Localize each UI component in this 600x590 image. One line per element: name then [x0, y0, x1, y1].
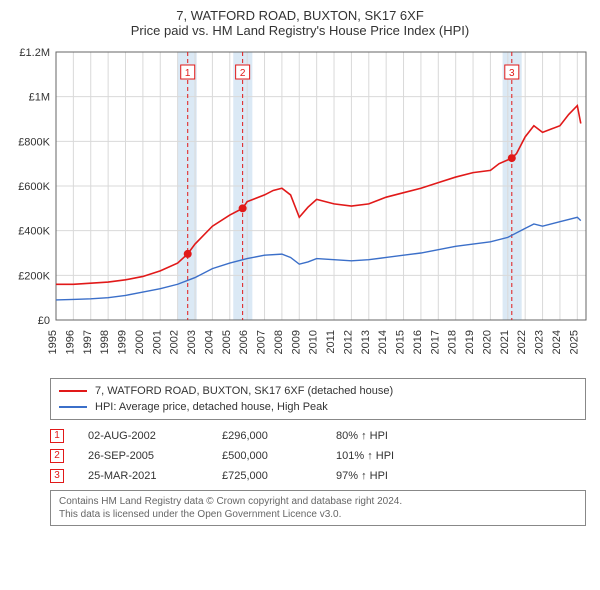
legend-swatch: [59, 406, 87, 408]
x-tick-label: 2001: [151, 330, 163, 354]
chart-plot-area: £0 £200K £400K £600K £800K £1M £1.2M 1995 1996 19…: [6, 42, 594, 372]
legend-label: HPI: Average price, detached house, High…: [95, 401, 328, 413]
events-table: 1 02-AUG-2002 £296,000 80% ↑ HPI 2 26-SEP-200…: [50, 426, 586, 486]
x-tick-label: 1999: [117, 330, 129, 354]
event-pct: 101% ↑ HPI: [336, 450, 426, 462]
event-marker-badge: 2: [240, 68, 246, 79]
event-price: £500,000: [222, 450, 312, 462]
x-tick-label: 2002: [169, 330, 181, 354]
event-date: 26-SEP-2005: [88, 450, 198, 462]
event-marker-badge: 3: [509, 68, 515, 79]
x-tick-label: 1998: [99, 330, 111, 354]
event-price: £725,000: [222, 470, 312, 482]
event-marker-badge: 1: [185, 68, 191, 79]
x-tick-label: 2011: [325, 330, 337, 354]
x-tick-label: 2010: [308, 330, 320, 354]
x-tick-label: 2006: [238, 330, 250, 354]
legend-row: 7, WATFORD ROAD, BUXTON, SK17 6XF (detac…: [59, 383, 577, 399]
y-tick-label: £1M: [29, 92, 50, 104]
x-tick-label: 2021: [499, 330, 511, 354]
x-tick-label: 2023: [534, 330, 546, 354]
y-tick-label: £600K: [18, 181, 50, 193]
legend-swatch: [59, 390, 87, 392]
y-tick-label: £1.2M: [19, 47, 50, 59]
x-tick-label: 2012: [342, 330, 354, 354]
x-tick-label: 1996: [64, 330, 76, 354]
event-pct: 97% ↑ HPI: [336, 470, 426, 482]
x-tick-label: 2000: [134, 330, 146, 354]
footer-line-2: This data is licensed under the Open Gov…: [59, 508, 577, 521]
chart-container: 7, WATFORD ROAD, BUXTON, SK17 6XF Price …: [0, 0, 600, 530]
x-tick-label: 2019: [464, 330, 476, 354]
x-tick-label: 1995: [47, 330, 59, 354]
x-tick-label: 2018: [447, 330, 459, 354]
series-property: [56, 106, 581, 285]
footer-line-1: Contains HM Land Registry data © Crown c…: [59, 495, 577, 508]
x-tick-label: 2020: [481, 330, 493, 354]
x-tick-label: 2008: [273, 330, 285, 354]
event-date: 25-MAR-2021: [88, 470, 198, 482]
y-tick-label: £200K: [18, 270, 50, 282]
y-tick-label: £800K: [18, 136, 50, 148]
event-row: 1 02-AUG-2002 £296,000 80% ↑ HPI: [50, 426, 586, 446]
x-tick-label: 2024: [551, 330, 563, 354]
series-hpi: [56, 217, 581, 300]
x-tick-label: 1997: [82, 330, 94, 354]
x-tick-label: 2009: [290, 330, 302, 354]
legend-label: 7, WATFORD ROAD, BUXTON, SK17 6XF (detac…: [95, 385, 393, 397]
footer-attribution: Contains HM Land Registry data © Crown c…: [50, 490, 586, 526]
x-tick-label: 2007: [256, 330, 268, 354]
legend: 7, WATFORD ROAD, BUXTON, SK17 6XF (detac…: [50, 378, 586, 420]
event-pct: 80% ↑ HPI: [336, 430, 426, 442]
x-tick-label: 2005: [221, 330, 233, 354]
x-tick-label: 2014: [377, 330, 389, 354]
x-tick-label: 2003: [186, 330, 198, 354]
event-price: £296,000: [222, 430, 312, 442]
event-badge: 3: [50, 469, 64, 483]
chart-subtitle: Price paid vs. HM Land Registry's House …: [6, 23, 594, 38]
x-tick-label: 2004: [203, 330, 215, 354]
event-row: 3 25-MAR-2021 £725,000 97% ↑ HPI: [50, 466, 586, 486]
x-tick-label: 2016: [412, 330, 424, 354]
event-badge: 1: [50, 429, 64, 443]
event-date: 02-AUG-2002: [88, 430, 198, 442]
x-tick-label: 2022: [516, 330, 528, 354]
y-tick-label: £400K: [18, 226, 50, 238]
event-badge: 2: [50, 449, 64, 463]
x-tick-label: 2013: [360, 330, 372, 354]
chart-svg: £0 £200K £400K £600K £800K £1M £1.2M 1995 1996 19…: [6, 42, 594, 372]
event-row: 2 26-SEP-2005 £500,000 101% ↑ HPI: [50, 446, 586, 466]
y-tick-label: £0: [38, 315, 50, 327]
x-tick-label: 2015: [395, 330, 407, 354]
chart-title: 7, WATFORD ROAD, BUXTON, SK17 6XF: [6, 8, 594, 23]
legend-row: HPI: Average price, detached house, High…: [59, 399, 577, 415]
x-tick-label: 2017: [429, 330, 441, 354]
x-tick-label: 2025: [568, 330, 580, 354]
